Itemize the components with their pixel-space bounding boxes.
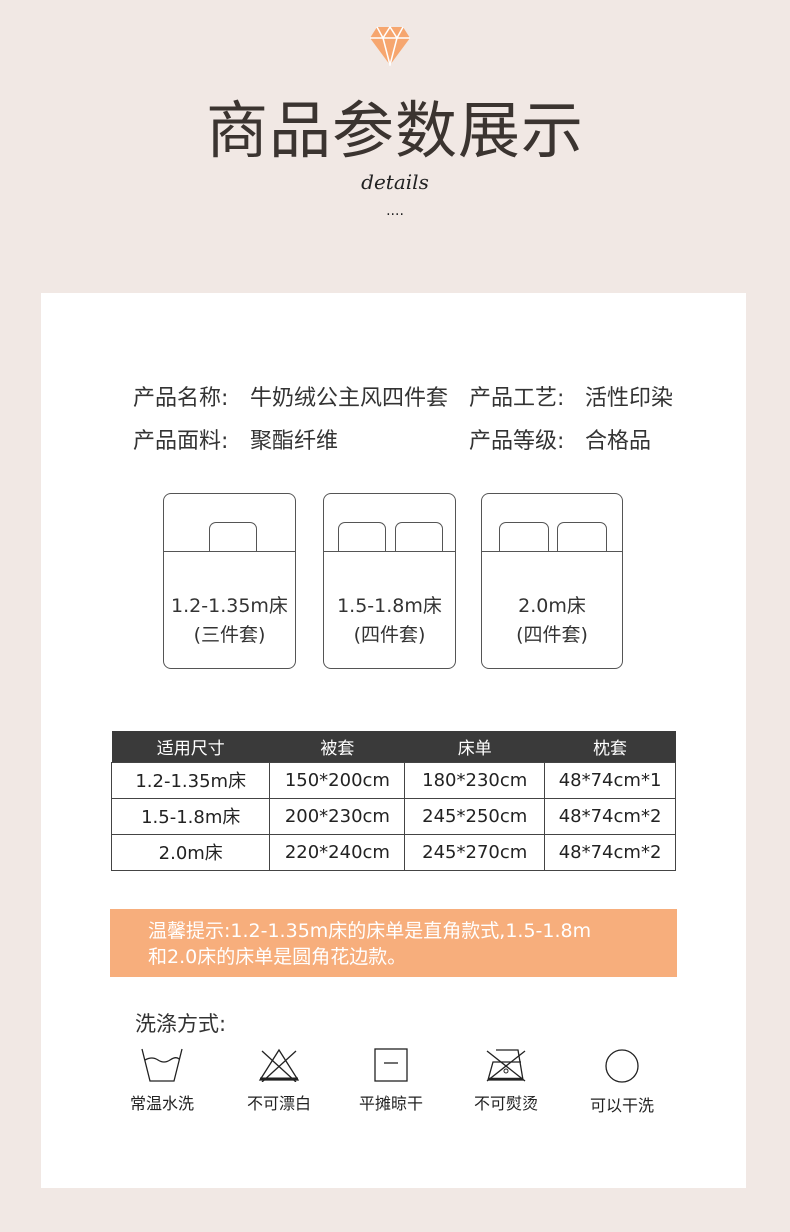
- bed-size-card: 1.5-1.8m床 (四件套): [323, 493, 456, 669]
- no-bleach-icon: [258, 1048, 300, 1082]
- hand-wash-icon: [141, 1048, 183, 1082]
- diamond-icon: [370, 26, 410, 66]
- bed-set: (四件套): [516, 624, 588, 646]
- no-iron-icon: [486, 1049, 526, 1082]
- spec-value: 活性印染: [585, 386, 674, 411]
- notice-banner: 温馨提示:1.2-1.35m床的床单是直角款式,1.5-1.8m 和2.0床的床…: [110, 909, 677, 977]
- wash-title: 洗涤方式:: [135, 1012, 227, 1036]
- bed-size-card: 1.2-1.35m床 (三件套): [163, 493, 296, 669]
- wash-label: 不可漂白: [246, 1094, 311, 1113]
- table-row: 1.2-1.35m床 150*200cm 180*230cm 48*74cm*1: [110, 761, 676, 799]
- bed-size: 1.5-1.8m床: [337, 595, 442, 617]
- notice-line: 温馨提示:1.2-1.35m床的床单是直角款式,1.5-1.8m: [148, 920, 592, 942]
- cell: 48*74cm*2: [544, 797, 676, 835]
- cell: 1.5-1.8m床: [110, 797, 271, 835]
- wash-item: 可以干洗: [572, 1048, 672, 1116]
- wash-label: 常温水洗: [129, 1094, 194, 1113]
- wash-item: 平摊晾干: [341, 1048, 441, 1114]
- spec-value: 聚酯纤维: [250, 429, 339, 454]
- bed-set: (三件套): [193, 624, 266, 646]
- col-header: 被套: [269, 731, 405, 762]
- bed-size: 1.2-1.35m床: [171, 595, 288, 617]
- col-header: 适用尺寸: [111, 731, 270, 762]
- subtitle: details: [361, 170, 429, 194]
- wash-label: 可以干洗: [589, 1096, 654, 1115]
- table-row: 1.5-1.8m床 200*230cm 245*250cm 48*74cm*2: [110, 797, 676, 835]
- cell: 245*250cm: [404, 797, 546, 835]
- spec-label: 产品面料:: [133, 429, 229, 454]
- spec-value: 合格品: [585, 429, 652, 454]
- wash-item: 不可漂白: [229, 1048, 329, 1114]
- col-header: 枕套: [544, 731, 676, 762]
- spec-label: 产品名称:: [133, 386, 229, 411]
- wash-item: 不可熨烫: [456, 1048, 556, 1114]
- bed-set: (四件套): [353, 624, 426, 646]
- dots: ....: [386, 203, 404, 219]
- spec-label: 产品等级:: [469, 429, 565, 454]
- cell: 245*270cm: [404, 833, 546, 871]
- col-header: 床单: [404, 731, 545, 762]
- bed-size: 2.0m床: [518, 595, 586, 617]
- table-header: 适用尺寸 被套 床单 枕套: [111, 731, 676, 762]
- cell: 150*200cm: [269, 761, 406, 799]
- wash-item: 常温水洗: [112, 1048, 212, 1114]
- cell: 220*240cm: [269, 833, 406, 871]
- cell: 200*230cm: [269, 797, 406, 835]
- spec-value: 牛奶绒公主风四件套: [250, 386, 449, 411]
- cell: 180*230cm: [404, 761, 546, 799]
- size-table: 适用尺寸 被套 床单 枕套 1.2-1.35m床 150*200cm 180*230…: [110, 731, 676, 871]
- cell: 48*74cm*1: [544, 761, 676, 799]
- dry-clean-icon: [605, 1049, 639, 1083]
- spec-label: 产品工艺:: [469, 386, 565, 411]
- page-title: 商品参数展示: [205, 94, 584, 167]
- wash-label: 不可熨烫: [473, 1094, 538, 1113]
- cell: 1.2-1.35m床: [110, 761, 271, 799]
- table-row: 2.0m床 220*240cm 245*270cm 48*74cm*2: [110, 833, 676, 871]
- dry-flat-icon: [374, 1048, 408, 1082]
- notice-line: 和2.0床的床单是圆角花边款。: [148, 946, 407, 968]
- cell: 2.0m床: [110, 833, 271, 871]
- bed-size-card: 2.0m床 (四件套): [481, 493, 623, 669]
- cell: 48*74cm*2: [544, 833, 676, 871]
- wash-label: 平摊晾干: [358, 1094, 423, 1113]
